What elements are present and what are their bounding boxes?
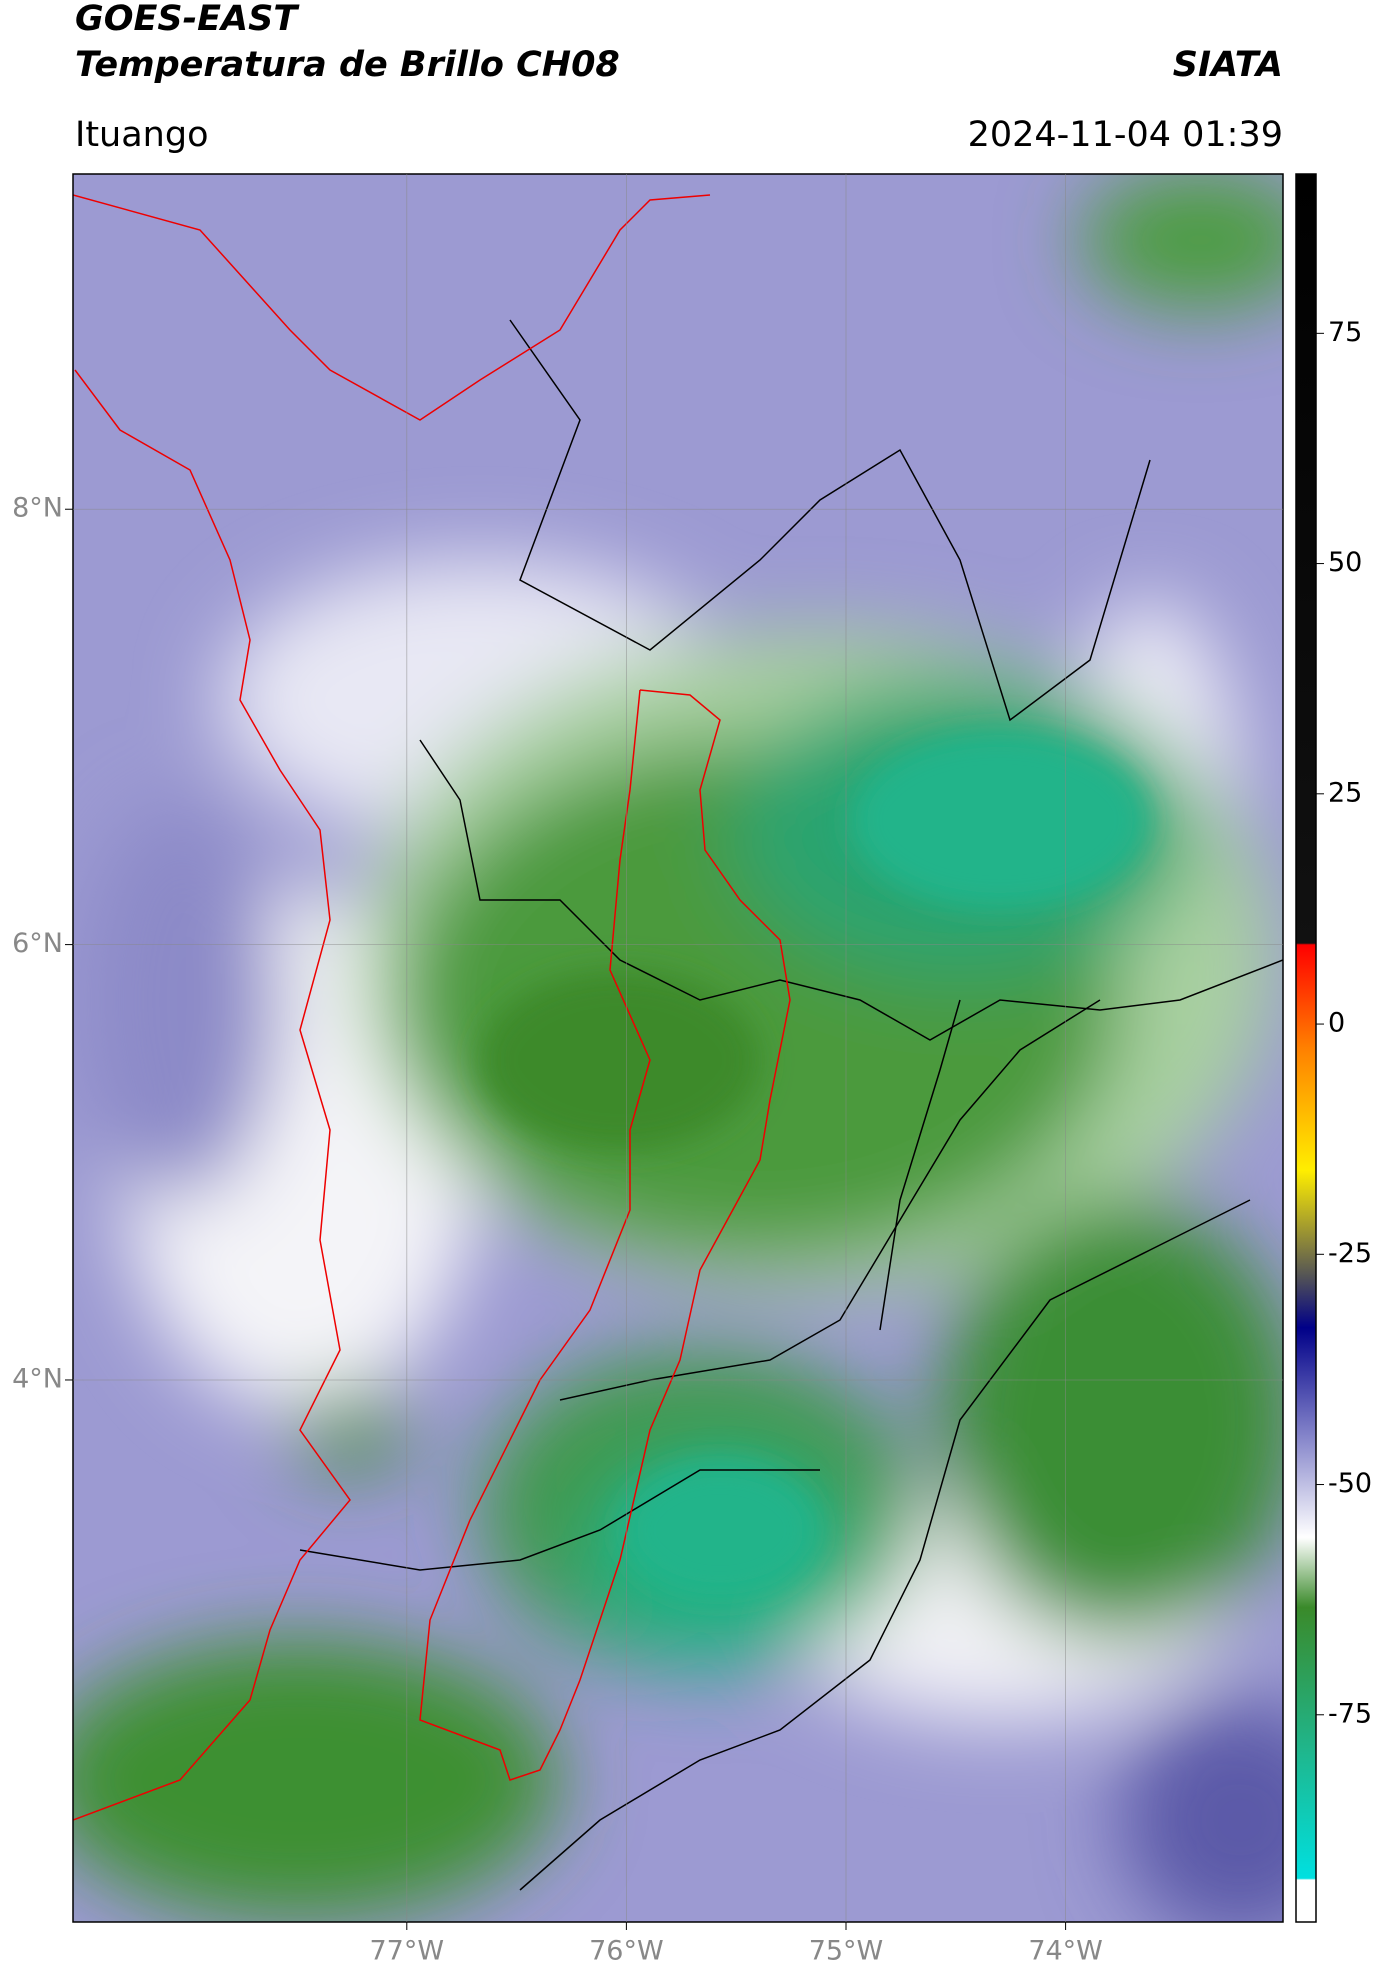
- imagery: [73, 174, 1283, 1922]
- y-tick-label: 4°N: [12, 1363, 63, 1394]
- colorbar-tick-label: -25: [1328, 1238, 1372, 1269]
- y-tick-label: 6°N: [12, 928, 63, 959]
- colorbar-tick-label: -75: [1328, 1698, 1372, 1729]
- colorbar-tick-label: -50: [1328, 1468, 1372, 1499]
- x-tick-label: 77°W: [370, 1936, 445, 1967]
- subtitle: Temperatura de Brillo CH08: [75, 45, 620, 85]
- map-frame: [72, 173, 1284, 1923]
- x-tick-label: 75°W: [809, 1936, 884, 1967]
- brand: SIATA: [1173, 45, 1283, 85]
- x-tick-label: 74°W: [1028, 1936, 1103, 1967]
- title: GOES-EAST: [75, 0, 300, 39]
- colorbar-tick-label: 0: [1328, 1008, 1345, 1039]
- datetime: 2024-11-04 01:39: [968, 115, 1283, 155]
- colorbar-tick-label: 25: [1328, 777, 1362, 808]
- colorbar-tick-label: 50: [1328, 547, 1362, 578]
- colorbar: [1295, 173, 1317, 1923]
- location: Ituango: [75, 115, 209, 155]
- x-tick-label: 76°W: [589, 1936, 664, 1967]
- y-tick-label: 8°N: [12, 493, 63, 524]
- colorbar-tick-label: 75: [1328, 317, 1362, 348]
